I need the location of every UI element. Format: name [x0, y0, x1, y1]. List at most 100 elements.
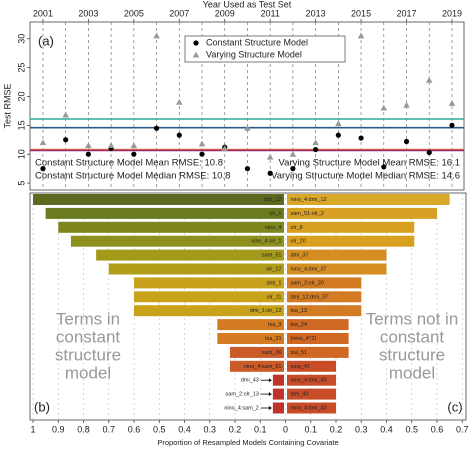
- point: [244, 166, 251, 172]
- reference-label: Varying Structure Model Mean RMSE: 16.1: [279, 158, 460, 169]
- point: [39, 139, 47, 146]
- bar: [287, 291, 362, 303]
- y-axis-label: Test RMSE: [2, 83, 12, 128]
- bar: [287, 207, 437, 219]
- bar-label: nino_4:sam_51: [244, 364, 282, 370]
- x-tick-label: 0.6: [431, 424, 444, 434]
- x-tick-label: 0.7: [103, 424, 116, 434]
- point: [62, 111, 69, 118]
- legend-marker: [193, 40, 199, 46]
- bar: [217, 319, 284, 331]
- annotation: constant: [56, 327, 121, 346]
- point: [380, 104, 388, 111]
- bar: [70, 235, 284, 247]
- y-tick-label: 30: [16, 34, 26, 44]
- bar-label: nino_4: [265, 225, 282, 231]
- bar-label: dmi_1:olr_12: [250, 308, 282, 314]
- bar-label: nino_4:dmi_37: [291, 266, 327, 272]
- bar-label: sam_51:olr_2: [291, 211, 324, 217]
- point: [357, 32, 365, 39]
- x-tick-label: 0.6: [128, 424, 141, 434]
- bar-label: olr_1: [269, 211, 281, 217]
- bar: [217, 333, 284, 344]
- x-tick-label: 2015: [351, 8, 371, 18]
- arrow-head: [268, 406, 272, 410]
- y-tick-label: 5: [16, 181, 26, 186]
- bar: [134, 305, 284, 317]
- bar-label: dmi_37: [291, 253, 309, 259]
- point: [313, 146, 319, 153]
- x-tick-label: 2009: [215, 8, 235, 18]
- bar-label: nino_47: [291, 364, 311, 370]
- annotation: Terms not in: [366, 309, 459, 328]
- point: [175, 98, 183, 105]
- point: [244, 124, 251, 131]
- bar-label: dmi_1: [267, 280, 282, 286]
- bar: [45, 207, 284, 219]
- point: [266, 153, 274, 160]
- annotation: structure: [379, 345, 445, 364]
- bar: [33, 194, 284, 205]
- bar-label: tsa_24: [291, 322, 308, 328]
- reference-label: Constant Structure Model Median RMSE: 10…: [35, 171, 230, 182]
- bar-label: dmi_12:dmi_37: [291, 294, 329, 300]
- bar: [287, 305, 362, 317]
- point: [267, 170, 273, 176]
- point: [448, 100, 456, 106]
- bar: [229, 346, 284, 358]
- bar-label: olr_12: [266, 266, 281, 272]
- bar: [272, 374, 284, 386]
- y-tick-label: 20: [16, 91, 26, 101]
- plot-frame: [29, 21, 465, 191]
- x-tick-label: 0.4: [178, 424, 191, 434]
- point: [40, 166, 46, 172]
- x-tick-label: 2007: [169, 8, 189, 18]
- x-tick-label: 2001: [33, 8, 53, 18]
- bar-label: tsa_3: [268, 322, 281, 328]
- bar: [58, 221, 285, 233]
- bar: [287, 360, 336, 372]
- x-axis-label: Proportion of Resampled Models Containin…: [157, 438, 338, 447]
- bar: [272, 388, 284, 400]
- bar: [134, 277, 284, 289]
- point: [85, 151, 91, 157]
- bar-label: sam_2:olr_20: [291, 280, 324, 286]
- bar: [96, 249, 284, 261]
- bar-label: dmi_43: [241, 378, 259, 384]
- point: [63, 137, 69, 143]
- bar-label: dmi_40: [291, 392, 309, 398]
- point: [403, 138, 410, 145]
- bar-label: olr_11: [267, 294, 282, 300]
- point: [449, 122, 455, 128]
- x-tick-label: 1: [31, 424, 36, 434]
- x-tick-label: 0.5: [405, 424, 418, 434]
- x-tick-label: 0.1: [304, 424, 317, 434]
- point: [199, 151, 205, 157]
- point: [381, 164, 387, 170]
- bar-label: sam_36: [262, 350, 282, 356]
- bar: [134, 291, 284, 303]
- x-tick-label: 0.2: [229, 424, 242, 434]
- y-tick-label: 15: [16, 120, 26, 130]
- x-axis-label: Year Used as Test Set: [203, 0, 292, 9]
- x-tick-label: 2011: [260, 8, 279, 18]
- point: [403, 101, 410, 108]
- bar: [287, 388, 336, 400]
- legend-box: [184, 35, 346, 63]
- annotation: constant: [380, 327, 445, 346]
- bar: [287, 263, 387, 275]
- legend-marker: [192, 51, 200, 58]
- x-tick-label: 2017: [396, 8, 416, 18]
- bar-label: tsa_31: [265, 336, 282, 342]
- bar-label: dmi_12: [263, 197, 281, 203]
- point: [176, 132, 182, 138]
- point: [198, 140, 206, 147]
- x-tick-label: 0.7: [456, 424, 469, 434]
- x-tick-label: 0.3: [204, 424, 217, 434]
- point: [289, 150, 297, 157]
- bar: [287, 402, 336, 414]
- bar-label: olr_8: [291, 225, 303, 231]
- bar: [287, 374, 336, 386]
- point: [153, 125, 160, 131]
